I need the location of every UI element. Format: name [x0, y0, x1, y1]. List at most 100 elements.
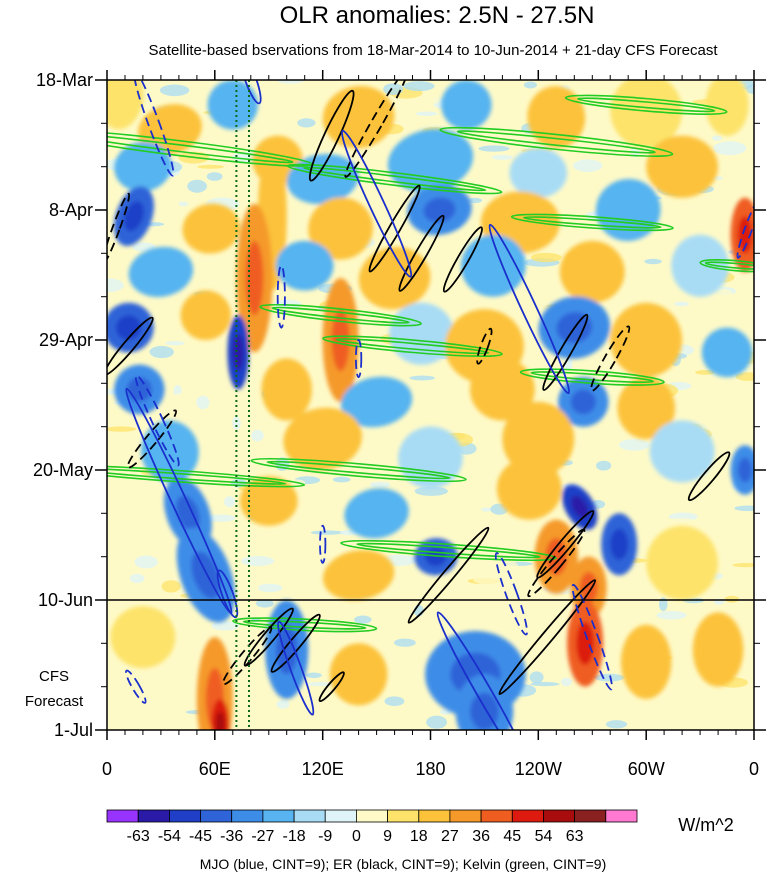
texture-patch [192, 386, 215, 393]
mjo-contour [133, 80, 175, 177]
texture-patch [384, 696, 405, 706]
colorbar-swatch [200, 809, 233, 823]
texture-patch [208, 80, 219, 85]
texture-patch [557, 701, 575, 709]
colorbar-label: 45 [503, 828, 521, 845]
anomaly-blob [559, 240, 625, 303]
colorbar-swatch [231, 809, 264, 823]
texture-patch [695, 370, 716, 375]
er-contours [107, 80, 731, 703]
texture-patch [472, 571, 504, 585]
anomaly-blob-core [275, 624, 298, 675]
anomaly-blob-core [737, 216, 753, 254]
texture-patch [228, 574, 251, 584]
anomaly-blob [128, 246, 194, 297]
colorbar-label: -27 [251, 828, 274, 845]
texture-patch [285, 583, 297, 593]
er-contour [476, 327, 493, 365]
anomaly-blob-core [116, 315, 142, 341]
anomaly-blob [114, 141, 172, 192]
er-contour [318, 671, 345, 703]
kelvin-contour [322, 335, 503, 357]
mjo-contour [494, 552, 528, 636]
texture-patch [129, 573, 145, 584]
anomaly-blob [701, 327, 753, 378]
er-contour [498, 579, 597, 696]
kelvin-contour-inner [356, 542, 541, 559]
anomaly-blob [344, 488, 409, 539]
colorbar-label: 0 [352, 828, 361, 845]
texture-patch [149, 345, 174, 359]
colorbar-label: 27 [441, 828, 459, 845]
colorbar-swatch [543, 809, 576, 823]
y-tick-label: 8-Apr [49, 200, 93, 220]
contour-legend: MJO (blue, CINT=9); ER (black, CINT=9); … [200, 856, 607, 872]
mjo-contour [276, 264, 286, 329]
texture-patch [662, 518, 696, 526]
er-contour [687, 451, 731, 502]
er-contour [368, 184, 421, 273]
kelvin-contour [439, 126, 674, 157]
colorbar-label: -9 [318, 828, 332, 845]
kelvin-contour-inner [242, 619, 367, 630]
texture-patch [159, 84, 190, 97]
x-tick-label: 120E [302, 759, 344, 779]
chart-subtitle: Satellite-based bservations from 18-Mar-… [148, 42, 718, 59]
kelvin-contour [232, 617, 378, 633]
texture-patch [735, 372, 754, 381]
texture-patch [712, 135, 723, 141]
anomaly-blob [671, 234, 729, 297]
colorbar-label: 36 [472, 828, 490, 845]
colorbar-label: -54 [158, 828, 181, 845]
er-contour [126, 409, 178, 469]
texture-patch [481, 507, 492, 512]
anomaly-blob-core [579, 572, 598, 604]
x-tick-label: 60E [199, 759, 231, 779]
mjo-contour [436, 611, 533, 730]
anomaly-blob-core [737, 457, 753, 483]
reference-lines [235, 80, 250, 730]
texture-patch [251, 429, 264, 442]
er-contour [590, 325, 631, 392]
texture-patch [560, 677, 572, 687]
anomaly-blob [509, 148, 568, 198]
anomaly-blob [322, 549, 395, 601]
x-tick-label: 60W [628, 759, 665, 779]
anomaly-blob [502, 401, 575, 477]
anomaly-blob [329, 643, 388, 706]
kelvin-contour [259, 303, 422, 327]
er-contour [442, 226, 483, 293]
colorbar-label: 54 [535, 828, 553, 845]
kelvin-contours [107, 94, 754, 633]
forecast-label-line2: Forecast [25, 693, 84, 710]
anomaly-blob-core [570, 389, 596, 415]
texture-patch [332, 476, 351, 483]
anomaly-blob [261, 358, 312, 421]
anomaly-blob [610, 302, 683, 378]
colorbar-swatch [106, 809, 139, 823]
mjo-contours [125, 80, 754, 730]
er-contour [407, 526, 490, 624]
colorbar-swatch [137, 809, 170, 823]
er-contour [344, 80, 409, 178]
texture-patch [489, 94, 502, 102]
anomaly-blob [646, 135, 718, 198]
colorbar-swatch [168, 809, 201, 823]
texture-patch [197, 164, 225, 169]
texture-patch [494, 559, 518, 574]
kelvin-contour [340, 539, 557, 562]
anomaly-blob-core [124, 201, 144, 232]
kelvin-contour [510, 213, 674, 232]
anomaly-blob [182, 203, 240, 254]
mjo-contour [354, 339, 363, 379]
texture-patch [205, 514, 236, 522]
texture-patch [170, 393, 193, 404]
texture-patch [161, 580, 181, 593]
anomaly-blob-core [423, 197, 456, 223]
texture-patch [196, 395, 210, 410]
mjo-contour [134, 374, 180, 467]
anomaly-blob [308, 197, 373, 260]
kelvin-contour-inner [530, 371, 655, 383]
colorbar-label: 63 [566, 828, 584, 845]
er-contour [270, 613, 321, 673]
